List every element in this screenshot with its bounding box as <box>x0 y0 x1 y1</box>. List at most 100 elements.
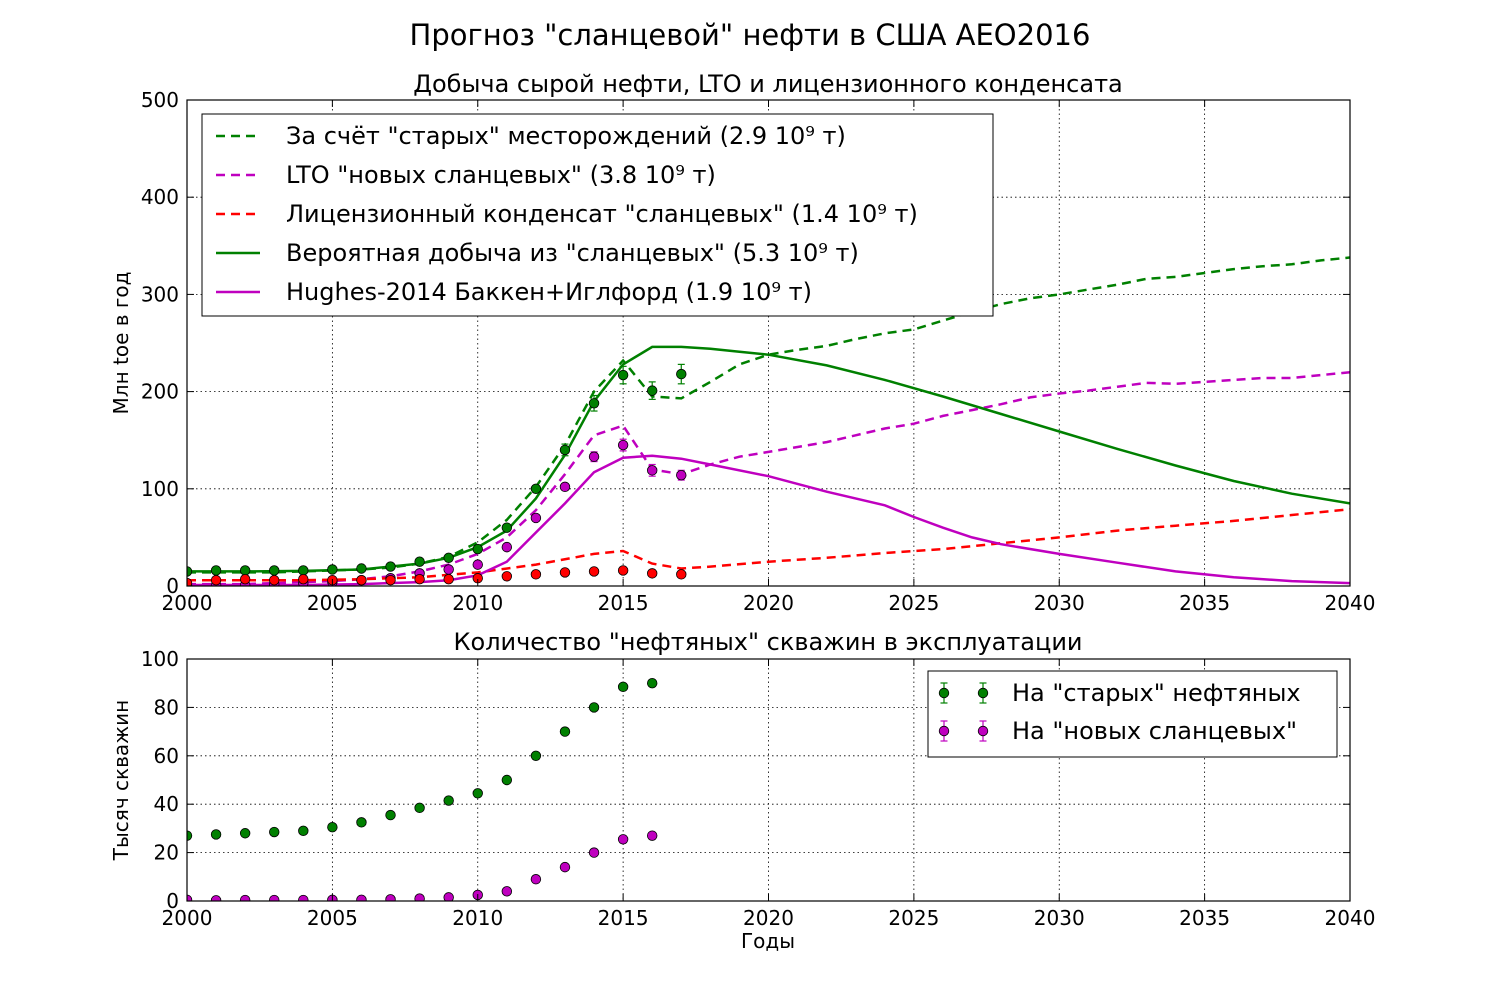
y-tick-label: 100 <box>141 647 179 671</box>
data-point <box>472 788 483 799</box>
data-point <box>530 569 542 580</box>
y-tick-label: 0 <box>166 889 179 913</box>
production-chart: Добыча сырой нефти, LTO и лицензионного … <box>109 70 1375 615</box>
data-point <box>327 564 338 575</box>
data-point <box>559 567 571 578</box>
data-point <box>269 826 280 838</box>
data-point <box>269 894 280 901</box>
data-point <box>187 894 193 901</box>
data-point <box>356 817 367 828</box>
data-point <box>298 825 309 837</box>
figure-suptitle: Прогноз "сланцевой" нефти в США AEO2016 <box>410 18 1091 52</box>
x-tick-label: 2015 <box>598 591 649 615</box>
data-point <box>501 886 513 897</box>
y-tick-label: 20 <box>154 841 179 865</box>
wells-chart-title: Количество "нефтяных" скважин в эксплуат… <box>453 628 1082 656</box>
y-tick-label: 60 <box>154 744 179 768</box>
data-point <box>676 368 687 380</box>
wells-x-axis-label: Годы <box>741 929 795 953</box>
data-point <box>269 565 280 576</box>
series-line-0 <box>187 256 1350 574</box>
x-tick-label: 2020 <box>743 591 794 615</box>
x-tick-label: 2010 <box>452 906 503 930</box>
data-point <box>269 574 280 586</box>
data-point <box>239 894 251 901</box>
x-tick-label: 2000 <box>162 591 213 615</box>
wells-grid <box>187 659 1350 901</box>
series-clip-group <box>187 678 658 901</box>
data-point <box>617 565 629 576</box>
y-tick-label: 300 <box>141 282 179 306</box>
data-point <box>530 750 542 762</box>
data-point <box>559 861 571 873</box>
data-point <box>187 577 193 586</box>
data-point <box>588 451 600 462</box>
data-point <box>443 564 454 575</box>
data-point <box>588 398 600 409</box>
x-tick-label: 2015 <box>598 906 649 930</box>
x-tick-label: 2010 <box>452 591 503 615</box>
data-point <box>530 512 542 524</box>
data-point <box>647 465 658 476</box>
data-point <box>414 573 425 585</box>
data-point <box>298 565 309 576</box>
data-point <box>239 828 251 839</box>
data-point <box>385 574 396 586</box>
legend-entry-label: Hughes-2014 Баккен+Иглфорд (1.9 10⁹ т) <box>286 278 812 306</box>
data-point <box>501 541 513 553</box>
x-tick-label: 2040 <box>1325 906 1376 930</box>
data-point <box>298 894 309 901</box>
legend-entry-label: На "старых" нефтяных <box>1012 679 1301 707</box>
production-series <box>187 256 1350 586</box>
legend-entry-label: За счёт "старых" месторождений (2.9 10⁹ … <box>286 122 846 150</box>
data-point <box>617 681 629 693</box>
data-point <box>443 573 454 585</box>
data-point <box>414 802 425 814</box>
series-line-1 <box>187 370 1350 586</box>
wells-y-axis-label: Тысяч скважин <box>109 700 133 861</box>
y-tick-label: 100 <box>141 477 179 501</box>
series-line-2 <box>187 507 1350 582</box>
x-tick-label: 2020 <box>743 906 794 930</box>
x-tick-label: 2005 <box>307 906 358 930</box>
x-tick-label: 2025 <box>888 906 939 930</box>
data-point <box>588 702 600 713</box>
data-point <box>617 439 629 451</box>
data-point <box>617 834 629 845</box>
y-tick-label: 80 <box>154 695 179 719</box>
series-line-3 <box>187 345 1350 573</box>
data-point <box>647 830 658 841</box>
data-point <box>356 894 367 901</box>
legend-entry-label: На "новых сланцевых" <box>1012 717 1297 745</box>
legend-marker <box>938 725 950 737</box>
data-point <box>530 874 542 885</box>
wells-y-ticks: 0 20 40 60 80 100 <box>141 647 1350 913</box>
x-tick-label: 2025 <box>888 591 939 615</box>
data-point <box>472 559 483 570</box>
data-point <box>210 895 222 901</box>
production-y-ticks: 0 100 200 300 400 500 <box>141 88 1350 598</box>
production-chart-title: Добыча сырой нефти, LTO и лицензионного … <box>413 70 1123 98</box>
data-point <box>210 565 222 576</box>
data-point <box>676 569 687 580</box>
wells-x-ticks: 2000 2005 2010 2015 2020 2025 2030 2035 2040 <box>162 659 1376 930</box>
data-point <box>239 565 251 576</box>
data-point <box>187 566 193 577</box>
legend-marker <box>977 725 989 737</box>
data-point <box>443 795 454 806</box>
x-tick-label: 2040 <box>1325 591 1376 615</box>
data-point <box>676 469 687 481</box>
y-tick-label: 200 <box>141 380 179 404</box>
y-tick-label: 0 <box>166 574 179 598</box>
data-point <box>472 543 483 555</box>
production-y-axis-label: Млн toe в год <box>109 272 133 415</box>
data-point <box>356 563 367 574</box>
data-point <box>385 809 396 821</box>
data-point <box>443 892 454 901</box>
data-point <box>327 821 338 833</box>
x-tick-label: 2035 <box>1179 906 1230 930</box>
data-point <box>501 571 513 582</box>
data-point <box>210 574 222 586</box>
data-point <box>559 726 571 737</box>
